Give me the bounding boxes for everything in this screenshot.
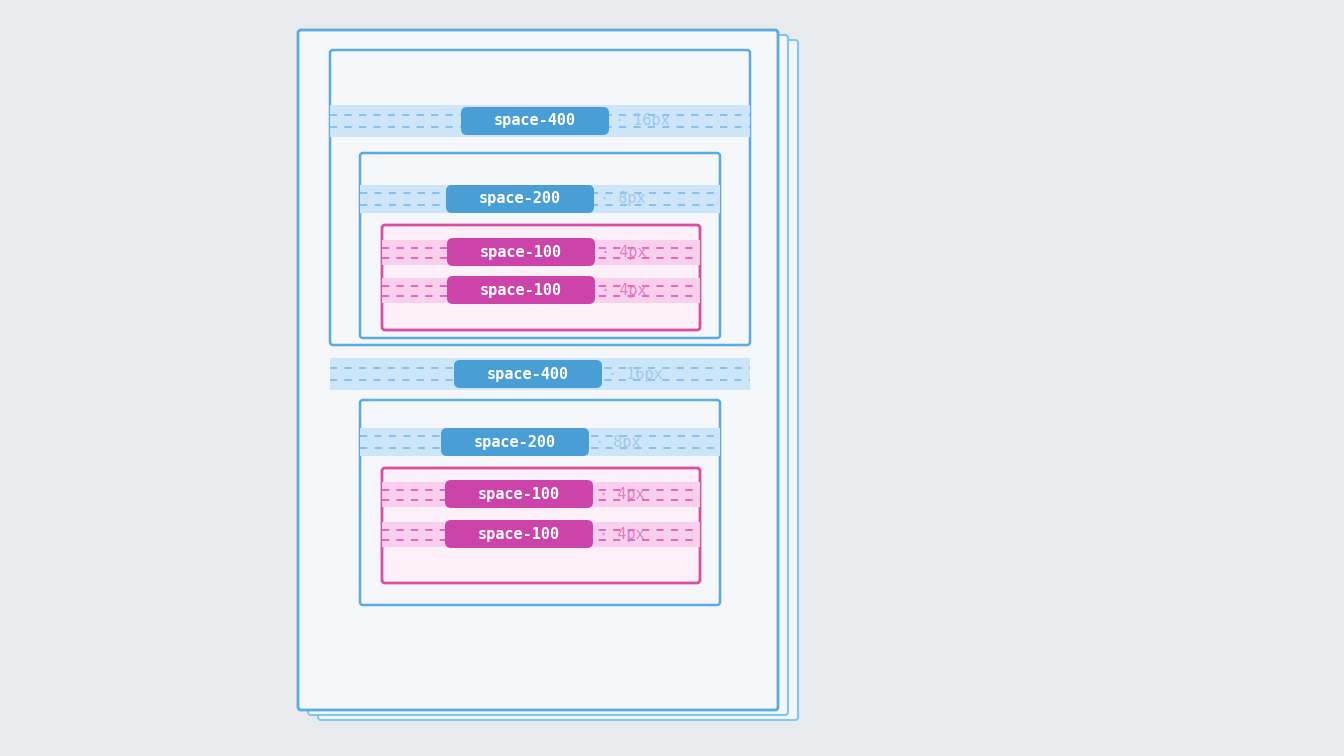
- FancyBboxPatch shape: [319, 40, 798, 720]
- Text: · 4px: · 4px: [601, 283, 646, 298]
- FancyBboxPatch shape: [331, 50, 750, 345]
- Bar: [382, 522, 700, 547]
- FancyBboxPatch shape: [448, 238, 595, 266]
- FancyBboxPatch shape: [382, 225, 700, 330]
- Bar: [360, 428, 720, 456]
- Bar: [360, 185, 720, 213]
- FancyBboxPatch shape: [448, 276, 595, 304]
- FancyBboxPatch shape: [308, 35, 788, 715]
- Bar: [382, 278, 700, 303]
- Bar: [331, 358, 750, 390]
- Text: space-100: space-100: [480, 283, 562, 298]
- FancyBboxPatch shape: [446, 185, 594, 213]
- FancyBboxPatch shape: [441, 428, 589, 456]
- Text: · 16px: · 16px: [607, 367, 663, 382]
- FancyBboxPatch shape: [461, 107, 609, 135]
- FancyBboxPatch shape: [360, 153, 720, 338]
- FancyBboxPatch shape: [382, 468, 700, 583]
- Bar: [382, 482, 700, 507]
- Text: · 4px: · 4px: [601, 244, 646, 259]
- FancyBboxPatch shape: [454, 360, 602, 388]
- Bar: [382, 240, 700, 265]
- Text: · 4px: · 4px: [599, 487, 645, 501]
- FancyBboxPatch shape: [360, 400, 720, 605]
- Text: · 4px: · 4px: [599, 526, 645, 541]
- Text: space-100: space-100: [478, 487, 560, 501]
- Text: · 8px: · 8px: [595, 435, 641, 450]
- Text: · 16px: · 16px: [616, 113, 669, 129]
- Text: · 8px: · 8px: [599, 191, 645, 206]
- Text: space-200: space-200: [478, 191, 560, 206]
- Text: space-400: space-400: [487, 367, 569, 382]
- Text: space-100: space-100: [478, 526, 560, 541]
- FancyBboxPatch shape: [298, 30, 778, 710]
- Text: space-100: space-100: [480, 244, 562, 259]
- FancyBboxPatch shape: [445, 480, 593, 508]
- Text: space-200: space-200: [474, 435, 556, 450]
- FancyBboxPatch shape: [445, 520, 593, 548]
- Text: space-400: space-400: [495, 113, 577, 129]
- Bar: [331, 105, 750, 137]
